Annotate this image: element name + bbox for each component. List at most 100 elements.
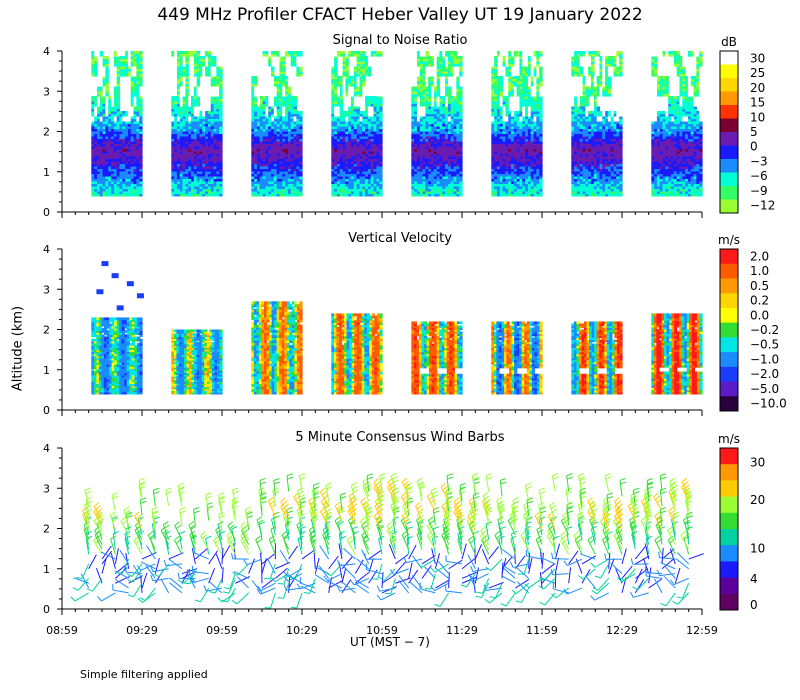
snr-cell [119,160,123,165]
snr-cell [179,125,184,130]
snr-cell [102,150,107,155]
snr-cell [96,165,101,170]
snr-cell [105,158,109,162]
snr-cell [130,93,135,97]
snr-cell [105,93,109,97]
snr-cell [133,160,137,165]
snr-cell [96,188,101,192]
snr-cell [130,153,135,157]
snr-cell [108,190,112,195]
snr-cell [127,70,132,75]
snr-cell [94,65,98,70]
snr-cell [116,58,121,62]
snr-cell [179,145,184,150]
snr-cell [94,125,98,130]
snr-cell [127,60,132,65]
snr-cell [99,138,104,142]
snr-cell [102,68,107,72]
snr-cell [116,180,121,185]
snr-cell [136,60,140,65]
snr-cell [176,108,181,112]
snr-cell [102,93,107,97]
snr-cell [105,178,109,182]
snr-cell [105,168,109,172]
snr-cell [91,115,95,120]
snr-cell [116,135,121,140]
snr-cell [116,108,121,112]
snr-cell [116,105,121,110]
snr-cell [171,103,175,107]
snr-cell [113,53,118,57]
snr-cell [130,143,135,147]
snr-cell [125,68,129,72]
snr-cell [130,190,135,195]
snr-cell [139,105,143,110]
snr-cell [130,73,135,77]
snr-cell [99,90,104,95]
snr-cell [113,73,118,77]
snr-cell [139,163,143,167]
snr-cell [105,170,109,175]
snr-cell [96,51,101,55]
snr-cell [133,115,137,120]
snr-cell [99,148,104,152]
snr-cell [136,55,140,60]
snr-cell [139,75,143,80]
snr-cell [130,103,135,107]
snr-cell [91,118,95,122]
snr-cell [102,70,107,75]
snr-cell [125,60,129,65]
snr-cell [96,190,101,195]
snr-cell [94,123,98,127]
snr-cell [96,103,101,107]
snr-cell [125,133,129,137]
snr-cell [102,178,107,182]
snr-cell [113,115,118,120]
snr-cell [179,150,184,155]
snr-cell [102,103,107,107]
snr-cell [94,63,98,67]
snr-cell [122,155,126,160]
snr-cell [127,165,132,170]
snr-cell [182,118,187,122]
snr-cell [179,95,184,100]
snr-cell [116,193,121,197]
snr-cell [179,118,184,122]
snr-cell [130,123,135,127]
snr-cell [99,53,104,57]
snr-cell [133,148,137,152]
snr-cell [174,98,178,102]
snr-cell [174,185,178,190]
snr-cell [96,170,101,175]
snr-cell [139,168,143,172]
snr-cell [122,160,126,165]
snr-cell [91,130,95,135]
snr-cell [116,143,121,147]
snr-cell [174,51,178,55]
snr-cell [102,163,107,167]
snr-cell [174,190,178,195]
snr-cell [176,60,181,65]
snr-cell [96,153,101,157]
snr-cell [102,140,107,145]
snr-cell [176,73,181,77]
snr-cell [94,155,98,160]
snr-cell [171,188,175,192]
snr-cell [171,155,175,160]
snr-cell [125,73,129,77]
snr-cell [99,178,104,182]
snr-cell [105,133,109,137]
snr-cell [130,178,135,182]
snr-cell [179,75,184,80]
snr-cell [111,165,115,170]
snr-cell [136,51,140,55]
snr-cell [108,133,112,137]
snr-cell [91,60,95,65]
snr-cell [139,110,143,115]
snr-cell [105,188,109,192]
snr-cell [91,135,95,140]
snr-cell [122,185,126,190]
snr-cell [113,180,118,185]
snr-cell [108,128,112,132]
snr-cell [133,80,137,85]
